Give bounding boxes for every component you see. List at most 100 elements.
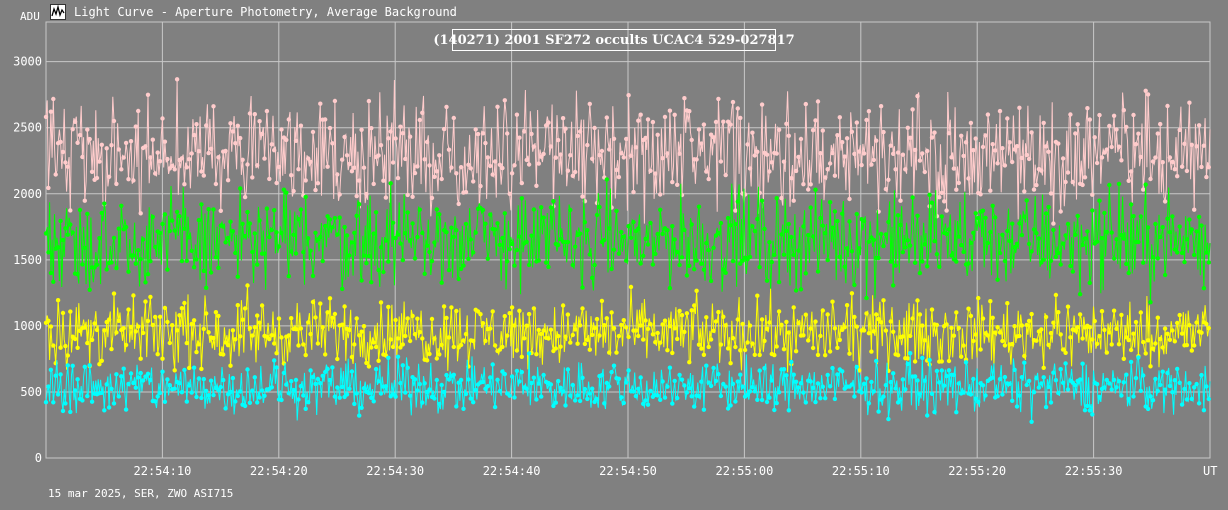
- data-point: [393, 317, 398, 323]
- data-point: [599, 148, 605, 154]
- data-point: [750, 385, 755, 390]
- data-point: [898, 397, 903, 402]
- data-point: [276, 164, 282, 170]
- data-point: [274, 351, 279, 356]
- y-tick-label: 500: [20, 385, 42, 399]
- data-point: [706, 176, 711, 182]
- data-point: [184, 258, 189, 263]
- data-point: [228, 363, 233, 368]
- data-point: [250, 388, 255, 393]
- data-point: [145, 92, 151, 98]
- data-point: [252, 112, 257, 117]
- data-point: [276, 244, 282, 249]
- data-point: [738, 261, 743, 266]
- data-point: [607, 384, 612, 389]
- light-curve-app-icon[interactable]: [50, 4, 66, 20]
- data-point: [643, 135, 648, 141]
- data-point: [191, 132, 197, 138]
- data-point: [262, 251, 267, 256]
- data-point: [63, 343, 68, 349]
- data-point: [1150, 346, 1156, 351]
- data-point: [920, 323, 925, 328]
- data-point: [228, 219, 233, 224]
- data-point: [133, 329, 138, 334]
- data-point: [106, 317, 112, 322]
- data-point: [357, 413, 362, 418]
- data-point: [313, 315, 318, 320]
- data-point: [424, 139, 430, 145]
- data-point: [888, 319, 893, 324]
- data-point: [891, 151, 896, 156]
- data-point: [162, 399, 168, 404]
- data-point: [376, 267, 381, 273]
- data-point: [1170, 390, 1175, 395]
- data-point: [381, 178, 386, 183]
- data-point: [1034, 338, 1039, 343]
- data-point: [937, 380, 942, 385]
- data-point: [541, 372, 546, 378]
- data-point: [286, 117, 291, 122]
- data-point: [468, 166, 473, 171]
- data-point: [293, 327, 299, 332]
- data-point: [718, 342, 724, 347]
- data-point: [920, 355, 925, 361]
- data-point: [274, 180, 279, 186]
- data-point: [359, 329, 364, 334]
- data-point: [364, 261, 369, 266]
- data-point: [238, 135, 243, 141]
- data-point: [505, 259, 510, 264]
- data-point: [1029, 311, 1034, 317]
- x-tick-label: 22:55:30: [1065, 464, 1123, 478]
- data-point: [415, 316, 420, 321]
- data-point: [980, 208, 986, 213]
- data-point: [866, 109, 872, 114]
- data-point: [247, 111, 253, 116]
- data-point: [211, 207, 216, 212]
- data-point: [1010, 221, 1015, 226]
- data-point: [354, 316, 359, 321]
- data-point: [944, 208, 949, 213]
- data-point: [400, 363, 405, 368]
- data-point: [1119, 312, 1124, 318]
- data-point: [1073, 232, 1078, 237]
- data-point: [1121, 380, 1127, 385]
- data-point: [658, 207, 663, 212]
- data-point: [551, 403, 556, 409]
- data-point: [383, 384, 389, 389]
- data-point: [645, 117, 651, 122]
- data-point: [650, 332, 656, 337]
- data-point: [325, 164, 330, 169]
- data-point: [548, 382, 554, 387]
- data-point: [490, 172, 495, 177]
- data-point: [221, 224, 226, 229]
- data-point: [85, 211, 90, 217]
- data-point: [432, 336, 437, 341]
- data-point: [82, 245, 88, 250]
- data-point: [354, 213, 359, 218]
- data-point: [179, 306, 185, 311]
- data-point: [895, 353, 901, 358]
- data-point: [342, 304, 347, 309]
- data-point: [915, 378, 920, 383]
- data-point: [393, 235, 398, 241]
- data-point: [211, 392, 216, 398]
- data-point: [638, 261, 643, 266]
- data-point: [536, 258, 541, 263]
- data-point: [721, 267, 726, 272]
- data-point: [835, 372, 840, 377]
- data-point: [810, 234, 816, 239]
- data-point: [827, 384, 833, 389]
- data-point: [830, 150, 835, 156]
- data-point: [861, 381, 867, 386]
- data-point: [335, 172, 340, 177]
- data-point: [429, 195, 435, 201]
- data-point: [478, 183, 483, 189]
- data-point: [1063, 350, 1068, 355]
- data-point: [352, 165, 357, 170]
- data-point: [1082, 408, 1088, 413]
- data-point: [471, 250, 476, 255]
- data-point: [136, 108, 141, 114]
- data-point: [949, 155, 954, 160]
- data-point: [946, 358, 952, 364]
- data-point: [289, 173, 294, 178]
